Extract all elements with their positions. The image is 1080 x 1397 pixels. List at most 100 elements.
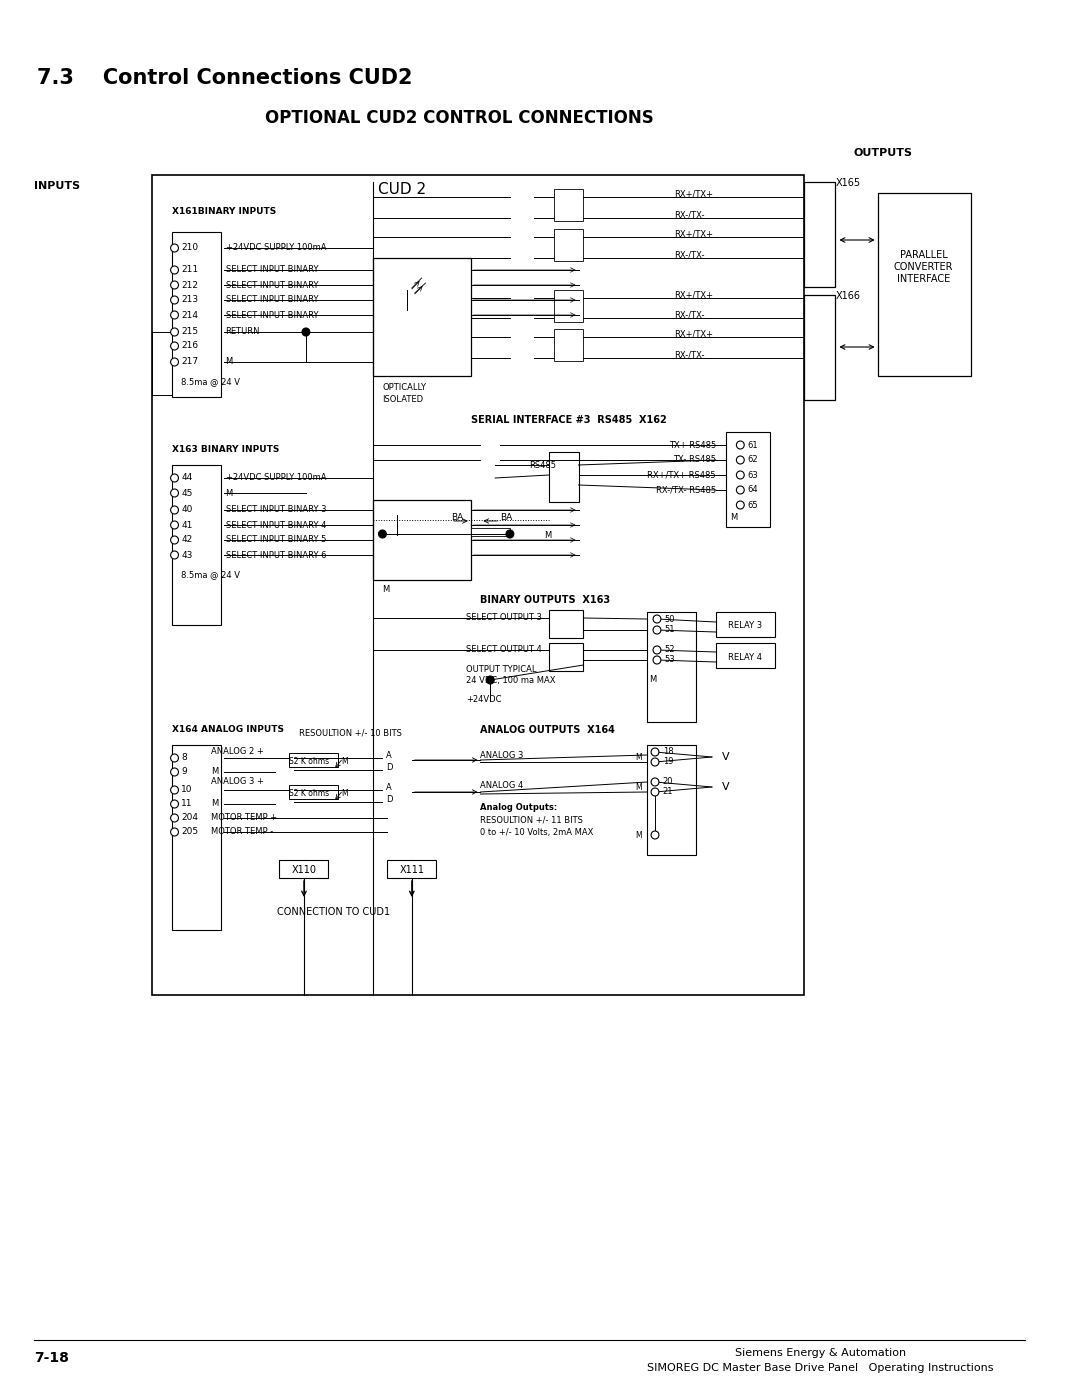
Text: +24VDC: +24VDC — [465, 696, 501, 704]
Text: RX+/TX+: RX+/TX+ — [675, 190, 714, 198]
Text: ANALOG 3: ANALOG 3 — [481, 750, 524, 760]
Circle shape — [171, 787, 178, 793]
Text: M: M — [382, 585, 390, 595]
Text: S2 K ohms: S2 K ohms — [289, 757, 329, 767]
Text: RX-/TX- RS485: RX-/TX- RS485 — [656, 486, 716, 495]
Text: 24 VDC, 100 ma MAX: 24 VDC, 100 ma MAX — [465, 676, 555, 686]
Text: SELECT INPUT BINARY: SELECT INPUT BINARY — [226, 265, 318, 274]
Text: OPTIONAL CUD2 CONTROL CONNECTIONS: OPTIONAL CUD2 CONTROL CONNECTIONS — [265, 109, 653, 127]
Bar — [804, 295, 836, 400]
Circle shape — [651, 778, 659, 787]
Text: +24VDC SUPPLY 100mA: +24VDC SUPPLY 100mA — [226, 474, 326, 482]
Circle shape — [171, 521, 178, 529]
Text: RX+/TX+: RX+/TX+ — [675, 330, 714, 338]
Text: Siemens Energy & Automation: Siemens Energy & Automation — [735, 1348, 906, 1358]
Text: OUTPUT TYPICAL: OUTPUT TYPICAL — [465, 665, 537, 675]
Bar — [549, 643, 583, 671]
Text: 20: 20 — [663, 778, 673, 787]
Bar — [554, 291, 583, 321]
Bar — [373, 500, 471, 580]
Text: D: D — [387, 763, 393, 771]
Bar — [373, 258, 471, 376]
Text: M: M — [649, 676, 657, 685]
Text: ANALOG 2 +: ANALOG 2 + — [211, 747, 264, 757]
Text: +24VDC SUPPLY 100mA: +24VDC SUPPLY 100mA — [226, 243, 326, 253]
Text: 41: 41 — [181, 521, 192, 529]
Circle shape — [171, 506, 178, 514]
Circle shape — [171, 312, 178, 319]
Bar — [172, 745, 220, 930]
Polygon shape — [510, 310, 535, 326]
Text: M: M — [226, 489, 233, 497]
Bar — [289, 753, 338, 767]
Bar — [172, 465, 220, 624]
Text: 45: 45 — [181, 489, 192, 497]
Text: X161BINARY INPUTS: X161BINARY INPUTS — [172, 208, 275, 217]
Text: 43: 43 — [181, 550, 192, 560]
Text: 211: 211 — [181, 265, 199, 274]
Circle shape — [486, 676, 495, 685]
Text: A: A — [387, 782, 392, 792]
Polygon shape — [378, 515, 397, 535]
Text: BINARY OUTPUTS  X163: BINARY OUTPUTS X163 — [481, 595, 610, 605]
Text: 40: 40 — [181, 506, 192, 514]
Text: BA: BA — [451, 514, 463, 522]
Text: BA: BA — [500, 514, 512, 522]
Text: RS485: RS485 — [529, 461, 556, 469]
Text: M: M — [226, 358, 233, 366]
Text: 44: 44 — [181, 474, 192, 482]
Text: 21: 21 — [663, 788, 673, 796]
Bar — [878, 193, 971, 376]
Text: M: M — [341, 757, 348, 767]
Text: RELAY 3: RELAY 3 — [728, 622, 762, 630]
Circle shape — [171, 800, 178, 807]
Text: X110: X110 — [292, 865, 316, 875]
Polygon shape — [510, 210, 535, 226]
Text: RELAY 4: RELAY 4 — [728, 652, 762, 662]
Circle shape — [737, 441, 744, 448]
Circle shape — [737, 502, 744, 509]
Text: SIMOREG DC Master Base Drive Panel   Operating Instructions: SIMOREG DC Master Base Drive Panel Opera… — [647, 1363, 994, 1373]
Circle shape — [171, 754, 178, 761]
Text: MOTOR TEMP -: MOTOR TEMP - — [211, 827, 273, 837]
Text: RX-/TX-: RX-/TX- — [675, 211, 705, 219]
Circle shape — [171, 358, 178, 366]
Circle shape — [737, 486, 744, 495]
Polygon shape — [510, 291, 535, 306]
Text: RX+/TX+ RS485: RX+/TX+ RS485 — [647, 471, 716, 479]
Polygon shape — [382, 780, 411, 805]
Polygon shape — [510, 330, 535, 345]
Text: 204: 204 — [181, 813, 199, 823]
Text: RETURN: RETURN — [226, 327, 260, 337]
Text: 205: 205 — [181, 827, 199, 837]
Text: A: A — [387, 750, 392, 760]
Circle shape — [171, 814, 178, 821]
Text: SELECT INPUT BINARY 3: SELECT INPUT BINARY 3 — [226, 506, 326, 514]
Text: 61: 61 — [747, 440, 758, 450]
Text: SELECT INPUT BINARY: SELECT INPUT BINARY — [226, 310, 318, 320]
Text: SELECT INPUT BINARY: SELECT INPUT BINARY — [226, 281, 318, 289]
Circle shape — [653, 626, 661, 634]
Circle shape — [171, 828, 178, 835]
Bar — [554, 330, 583, 360]
Text: X111: X111 — [400, 865, 424, 875]
Circle shape — [653, 657, 661, 664]
Bar — [471, 528, 510, 536]
Circle shape — [171, 296, 178, 305]
Bar — [549, 610, 583, 638]
Text: RX+/TX+: RX+/TX+ — [675, 291, 714, 299]
Polygon shape — [510, 351, 535, 366]
Text: INPUTS: INPUTS — [35, 182, 80, 191]
Circle shape — [302, 328, 310, 337]
Bar — [554, 229, 583, 261]
Text: RX+/TX+: RX+/TX+ — [675, 229, 714, 239]
Text: SELECT INPUT BINARY 5: SELECT INPUT BINARY 5 — [226, 535, 326, 545]
Text: SELECT OUTPUT 4: SELECT OUTPUT 4 — [465, 645, 541, 655]
Circle shape — [171, 244, 178, 251]
Text: OUTPUTS: OUTPUTS — [853, 148, 913, 158]
Circle shape — [171, 342, 178, 351]
Circle shape — [653, 645, 661, 654]
Text: INTERFACE: INTERFACE — [897, 274, 950, 284]
Text: S2 K ohms: S2 K ohms — [289, 789, 329, 799]
Polygon shape — [481, 439, 500, 453]
